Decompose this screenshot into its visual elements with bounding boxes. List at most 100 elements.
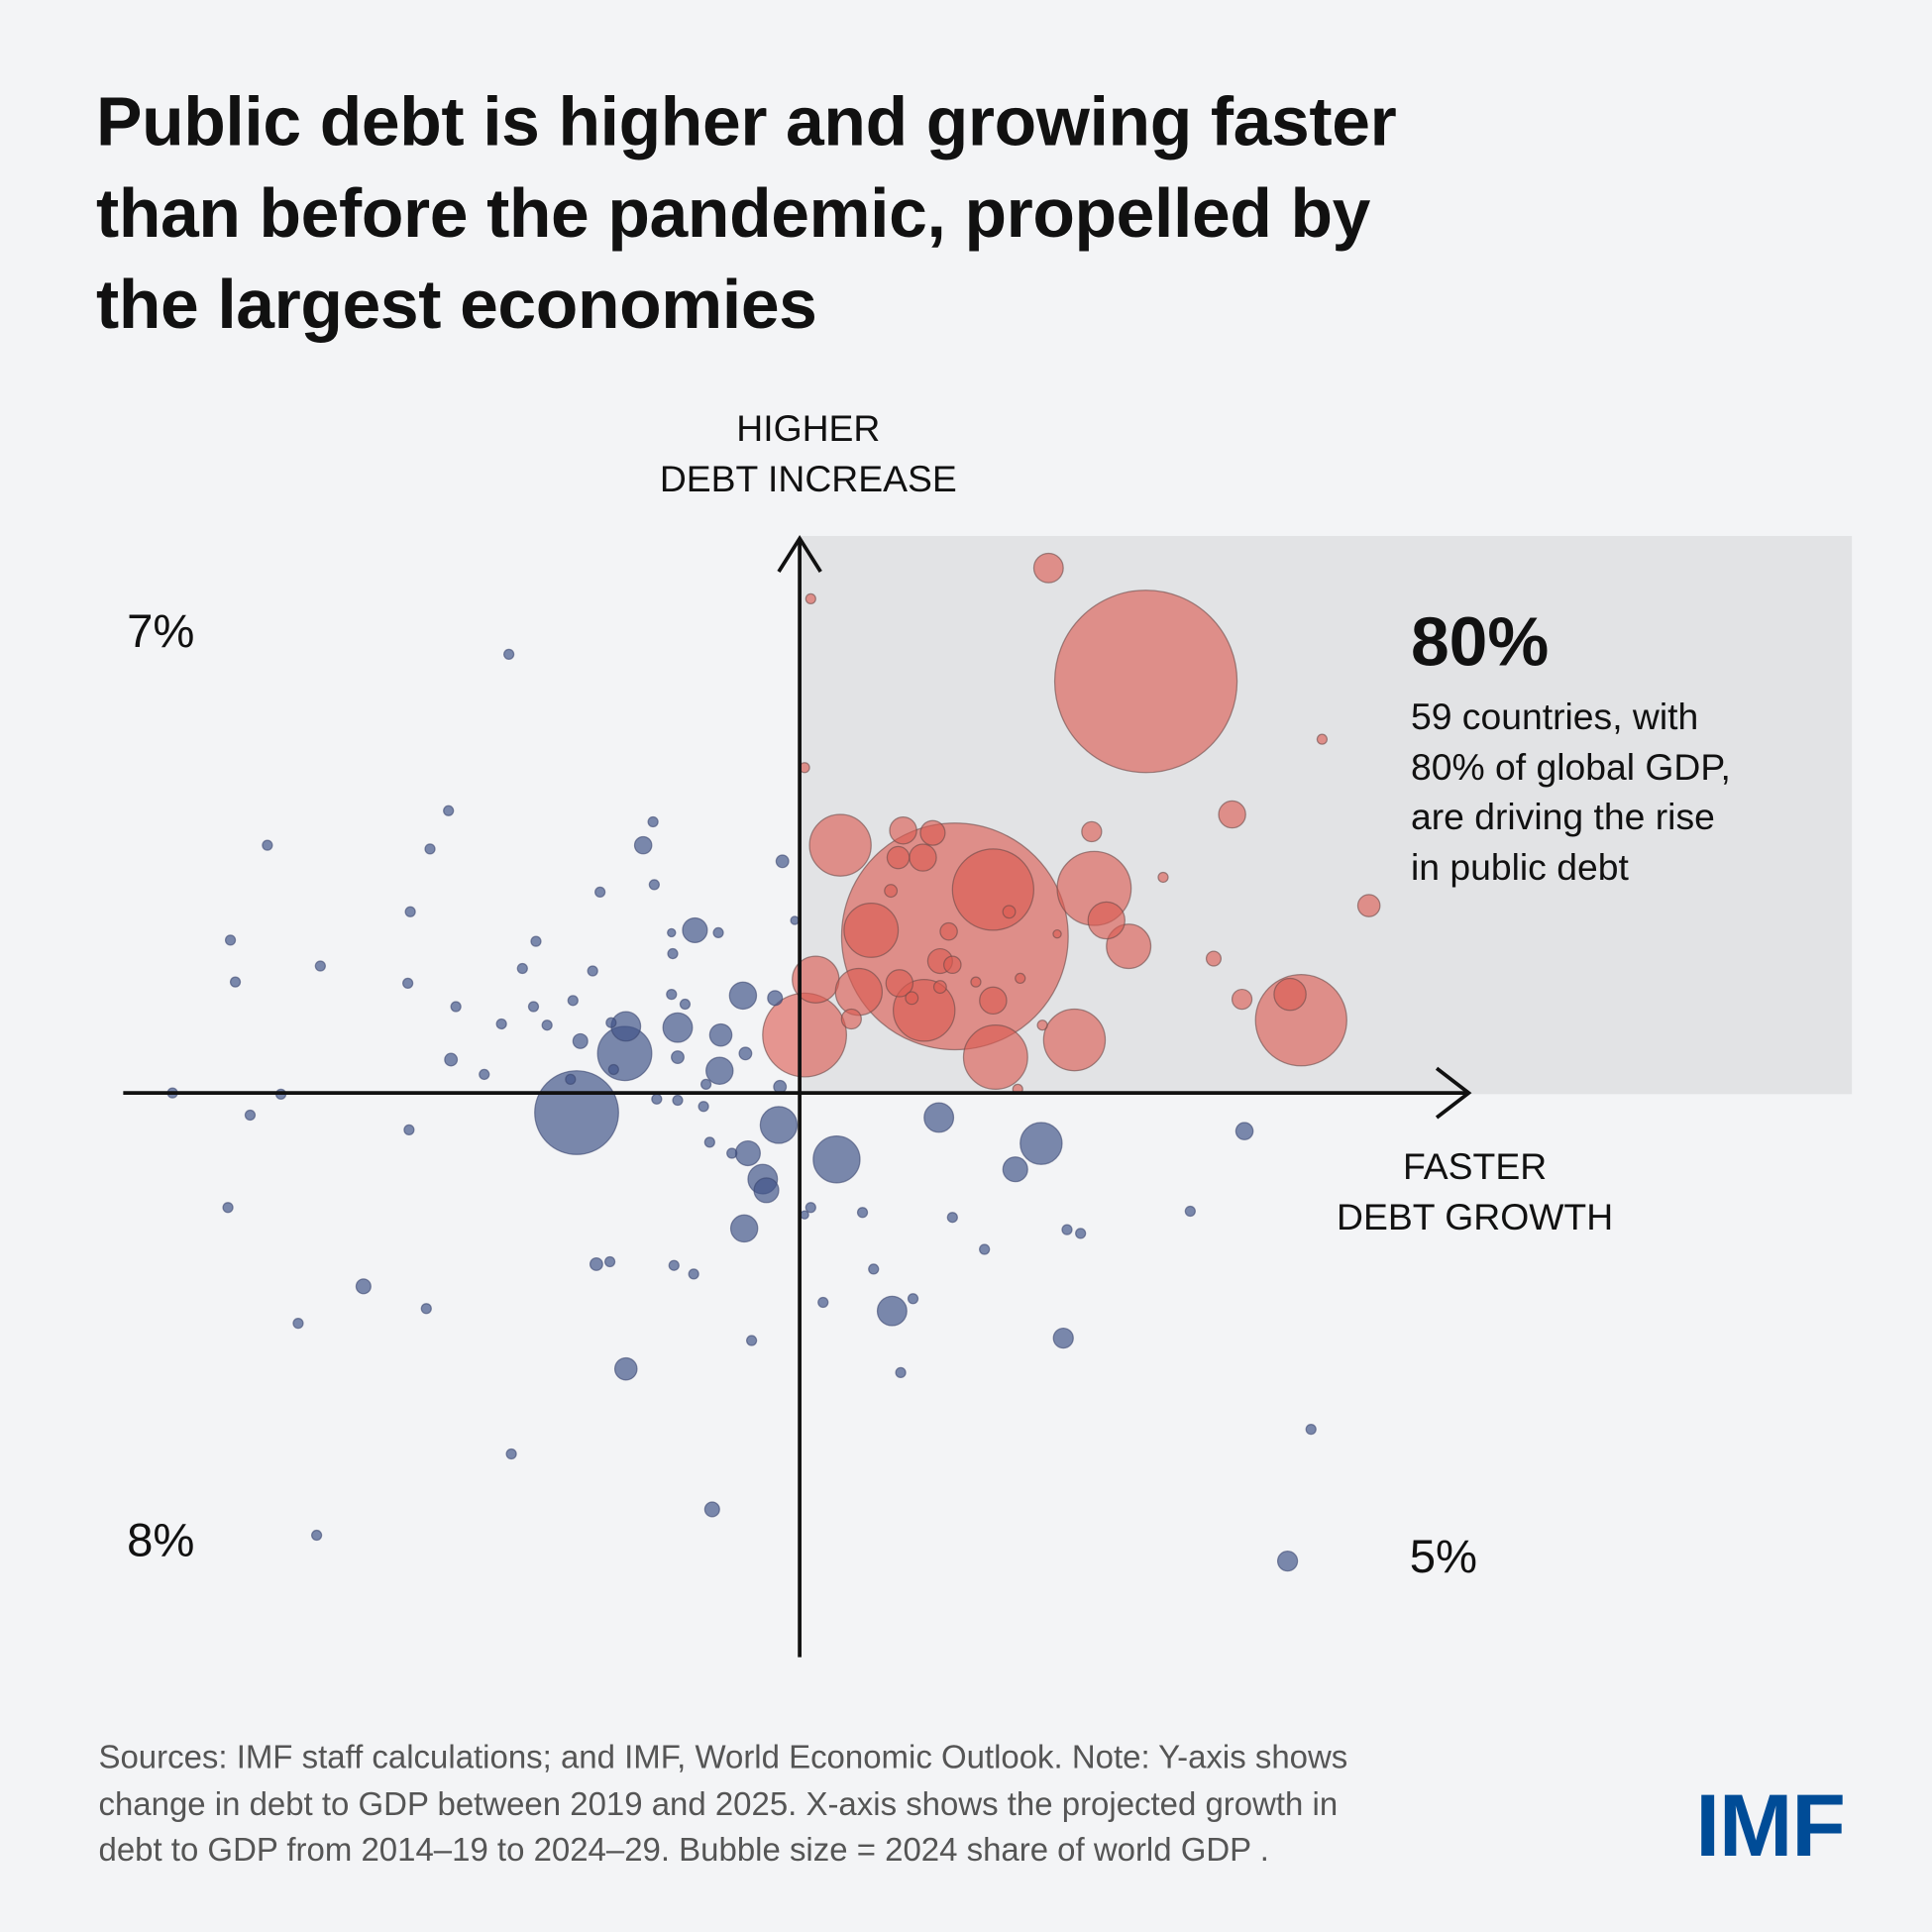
quadrant-label-bottom-left: 8% — [127, 1515, 195, 1567]
blue-bubble — [668, 1259, 680, 1271]
callout-line: 80% of global GDP, — [1410, 747, 1731, 789]
blue-bubble — [817, 1296, 829, 1309]
red-bubble — [939, 921, 958, 941]
blue-bubble — [403, 1124, 415, 1136]
red-bubble — [970, 976, 982, 988]
blue-bubble — [708, 1022, 733, 1047]
chart-title: Public debt is higher and growing faster… — [96, 76, 1698, 350]
blue-bubble — [530, 935, 542, 947]
blue-bubble — [450, 1001, 462, 1013]
callout-line: 59 countries, with — [1410, 697, 1699, 738]
blue-bubble — [572, 1032, 589, 1049]
blue-bubble — [775, 854, 790, 869]
callout-line: are driving the rise — [1410, 797, 1715, 838]
red-bubble — [1002, 905, 1017, 919]
blue-bubble — [651, 1093, 663, 1105]
red-bubble — [1036, 1020, 1048, 1031]
blue-bubble — [876, 1295, 908, 1327]
red-bubble — [843, 902, 900, 958]
blue-bubble — [262, 839, 273, 851]
red-bubble — [962, 1024, 1028, 1091]
blue-bubble — [698, 1101, 709, 1113]
blue-bubble — [703, 1136, 715, 1148]
blue-bubble — [753, 1177, 780, 1204]
blue-bubble — [565, 1073, 577, 1086]
blue-bubble — [402, 977, 414, 990]
blue-bubble — [728, 981, 758, 1011]
blue-bubble — [1002, 1156, 1028, 1183]
blue-bubble — [527, 1001, 540, 1013]
red-bubble — [1157, 871, 1169, 884]
quadrant-label-top-right: 80% — [1410, 602, 1550, 681]
blue-bubble — [505, 1448, 517, 1460]
blue-bubble — [1020, 1122, 1063, 1165]
blue-bubble — [805, 1202, 816, 1214]
red-bubble — [1081, 820, 1103, 843]
red-bubble — [1231, 988, 1253, 1011]
red-bubble — [805, 592, 816, 605]
red-bubble — [919, 819, 946, 846]
blue-bubble — [647, 815, 659, 828]
blue-bubble — [424, 843, 436, 855]
y-axis-arrow-icon — [777, 534, 822, 574]
blue-bubble — [1075, 1228, 1087, 1239]
red-bubble — [909, 843, 937, 872]
blue-bubble — [605, 1017, 617, 1028]
blue-bubble — [745, 1335, 758, 1346]
blue-bubble — [667, 947, 679, 960]
blue-bubble — [1052, 1327, 1074, 1349]
blue-bubble — [444, 1052, 459, 1067]
blue-bubble — [666, 988, 678, 1001]
quadrant-label-top-left: 7% — [127, 605, 195, 659]
blue-bubble — [682, 916, 708, 944]
callout-line: in public debt — [1410, 846, 1629, 889]
blue-bubble — [222, 1202, 234, 1214]
blue-bubble — [759, 1106, 799, 1144]
blue-bubble — [1184, 1205, 1196, 1218]
blue-bubble — [662, 1012, 694, 1043]
blue-bubble — [705, 1056, 734, 1085]
blue-bubble — [495, 1018, 507, 1030]
blue-bubble — [244, 1109, 257, 1122]
x-axis-label: FASTER DEBT GROWTH — [1290, 1142, 1660, 1243]
y-axis-label-line: HIGHER — [736, 408, 881, 450]
red-bubble — [808, 813, 872, 877]
red-bubble — [884, 884, 899, 899]
blue-bubble — [610, 1011, 642, 1042]
blue-bubble — [726, 1147, 738, 1159]
red-bubble — [1316, 733, 1329, 745]
blue-bubble — [767, 990, 784, 1007]
blue-bubble — [420, 1303, 432, 1315]
blue-bubble — [607, 1063, 619, 1076]
blue-bubble — [699, 1078, 712, 1091]
blue-bubble — [224, 934, 237, 946]
red-bubble — [1015, 972, 1026, 985]
red-bubble — [886, 845, 911, 870]
blue-bubble — [404, 906, 416, 917]
blue-bubble — [587, 965, 598, 977]
blue-bubble — [310, 1529, 323, 1542]
callout-text: 59 countries, with 80% of global GDP, ar… — [1411, 694, 1731, 893]
blue-bubble — [479, 1068, 490, 1081]
red-bubble — [1052, 928, 1062, 939]
blue-bubble — [703, 1501, 720, 1518]
blue-bubble — [712, 926, 724, 939]
red-bubble — [1356, 894, 1381, 917]
blue-bubble — [1061, 1224, 1073, 1235]
title-line: the largest economies — [96, 265, 817, 343]
blue-bubble — [589, 1257, 603, 1271]
red-bubble — [1087, 901, 1126, 940]
red-bubble — [932, 980, 947, 995]
red-bubble — [951, 848, 1035, 931]
red-bubble — [1032, 552, 1064, 584]
source-note-line: debt to GDP from 2014–19 to 2024–29. Bub… — [98, 1831, 1269, 1869]
red-bubble — [889, 815, 917, 845]
blue-bubble — [671, 1050, 685, 1064]
source-note-line: Sources: IMF staff calculations; and IMF… — [98, 1738, 1348, 1776]
blue-bubble — [292, 1318, 304, 1330]
blue-bubble — [541, 1020, 553, 1031]
blue-bubble — [516, 962, 528, 975]
blue-bubble — [790, 915, 800, 925]
quadrant-label-bottom-right: 5% — [1409, 1531, 1478, 1584]
red-bubble — [905, 991, 919, 1006]
